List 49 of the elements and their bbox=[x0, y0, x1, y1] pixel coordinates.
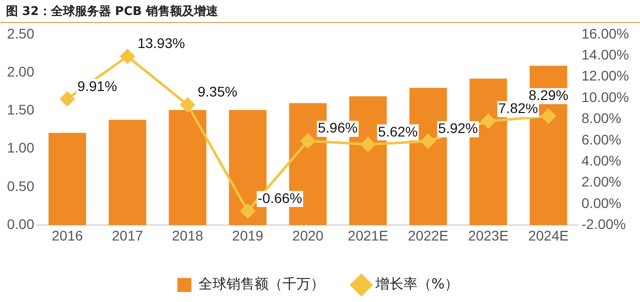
y2-tick-label: 6.00% bbox=[582, 131, 622, 148]
y2-tick-label: 10.00% bbox=[582, 88, 629, 105]
bar bbox=[108, 120, 146, 226]
y-tick-label: 0.50 bbox=[7, 178, 34, 194]
data-label: 13.93% bbox=[137, 35, 185, 52]
x-tick-label: 2017 bbox=[112, 227, 144, 244]
y2-tick-label: 8.00% bbox=[582, 110, 622, 126]
point bbox=[300, 134, 316, 148]
point bbox=[481, 114, 496, 128]
y2-tick-label: 4.00% bbox=[582, 152, 622, 168]
y2-tick-label: 14.00% bbox=[582, 46, 629, 62]
x-tick-label: 2023E bbox=[468, 227, 509, 244]
point bbox=[360, 137, 376, 152]
point bbox=[180, 98, 195, 112]
y2-tick-label: 12.00% bbox=[582, 68, 629, 84]
y-tick-label: 1.50 bbox=[7, 102, 34, 118]
data-label: -0.66% bbox=[258, 190, 302, 206]
chart-title: 图 32：全球服务器 PCB 销售额及增速 bbox=[0, 0, 640, 23]
x-tick-label: 2022E bbox=[408, 227, 448, 244]
data-label: 9.35% bbox=[198, 84, 238, 100]
y2-tick-label: 2.00% bbox=[582, 174, 622, 190]
x-tick-label: 2018 bbox=[172, 227, 204, 244]
x-tick-label: 2016 bbox=[52, 227, 84, 244]
x-tick-label: 2024E bbox=[528, 227, 569, 244]
point bbox=[60, 92, 75, 106]
data-label: 7.82% bbox=[498, 100, 538, 116]
bar bbox=[168, 110, 206, 226]
data-label: 5.92% bbox=[438, 120, 478, 136]
point bbox=[420, 134, 436, 148]
point bbox=[120, 49, 135, 64]
data-label: 5.62% bbox=[378, 123, 418, 140]
y2-tick-label: 16.00% bbox=[582, 25, 629, 42]
y-tick-label: 0.00 bbox=[7, 216, 34, 232]
legend-label: 增长率（%） bbox=[374, 276, 459, 293]
bar bbox=[48, 132, 86, 226]
data-label: 5.96% bbox=[318, 120, 358, 136]
point bbox=[240, 204, 255, 218]
x-tick-label: 2019 bbox=[232, 227, 264, 244]
x-tick-label: 2020 bbox=[292, 227, 324, 244]
point bbox=[541, 108, 556, 124]
y-tick-label: 2.50 bbox=[7, 25, 34, 42]
y2-tick-label: 0.00% bbox=[582, 194, 622, 211]
y-tick-label: 1.00 bbox=[7, 140, 34, 156]
data-label: 8.29% bbox=[528, 86, 568, 103]
legend-label: 全球销售额（千万） bbox=[198, 276, 324, 293]
y2-tick-label: -2.00% bbox=[582, 216, 626, 232]
y-tick-label: 2.00 bbox=[7, 63, 34, 80]
x-tick-label: 2021E bbox=[348, 227, 388, 244]
data-label: 9.91% bbox=[77, 78, 118, 94]
